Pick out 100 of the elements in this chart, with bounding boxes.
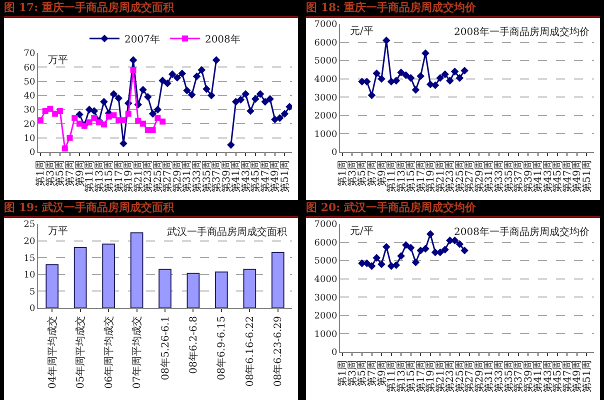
point — [251, 95, 260, 103]
point — [387, 262, 396, 270]
x-tick-label: 第45周 — [552, 160, 564, 193]
point — [236, 96, 245, 104]
point — [72, 115, 78, 122]
y-axis-title: 万平 — [48, 55, 68, 66]
point — [91, 115, 98, 122]
point — [446, 76, 454, 85]
x-tick-label: 第27周 — [162, 160, 174, 193]
point — [139, 86, 147, 94]
point — [202, 85, 210, 93]
x-tick-label: 第15周 — [103, 160, 116, 193]
point — [148, 110, 157, 118]
x-tick-label: 第25周 — [152, 160, 164, 193]
y-tick-label: 7000 — [314, 220, 338, 230]
point — [441, 70, 449, 78]
x-tick-label: 05年周平均成交 — [74, 316, 87, 389]
x-tick-label: 第25周 — [454, 160, 466, 193]
y-tick-label: 10 — [24, 270, 36, 281]
y-tick-label: 0 — [29, 304, 36, 314]
point — [460, 246, 468, 254]
point — [62, 145, 68, 152]
bar — [102, 244, 115, 308]
point — [212, 56, 220, 64]
x-tick-label: 第23周 — [444, 360, 456, 393]
x-tick-label: 第35周 — [200, 160, 213, 193]
x-tick-label: 第33周 — [191, 160, 203, 193]
point — [173, 74, 182, 82]
x-tick-label: 第31周 — [483, 160, 496, 193]
x-tick-label: 第7周 — [366, 160, 378, 186]
bar — [186, 272, 200, 308]
y-axis-title: 元/平 — [350, 26, 374, 37]
point — [402, 71, 410, 80]
x-tick-label: 第1周 — [336, 360, 349, 386]
point — [276, 114, 284, 122]
y-tick-label: 4000 — [314, 275, 338, 286]
x-tick-label: 第9周 — [376, 360, 388, 386]
y-tick-label: 30 — [24, 106, 36, 116]
x-tick-label: 第51周 — [278, 160, 291, 193]
point — [256, 90, 264, 98]
point — [406, 244, 415, 252]
x-tick-label: 第1周 — [34, 160, 47, 186]
point — [140, 120, 146, 127]
y-tick-label: 7000 — [314, 20, 338, 30]
y-tick-label: 0 — [331, 348, 338, 358]
point — [397, 68, 405, 76]
x-tick-label: 第3周 — [346, 360, 358, 386]
point — [76, 120, 83, 127]
legend-label: 2008年 — [204, 33, 240, 46]
x-tick-label: 第41周 — [532, 360, 544, 393]
point — [387, 78, 396, 86]
point — [85, 106, 94, 114]
x-tick-label: 08年6.2-6.8 — [187, 316, 200, 374]
point — [266, 95, 274, 103]
point — [100, 98, 108, 106]
x-tick-label: 第35周 — [502, 360, 515, 393]
point — [246, 107, 254, 115]
y-tick-label: 3000 — [314, 93, 338, 104]
y-tick-label: 3000 — [314, 293, 338, 304]
x-tick-label: 第43周 — [542, 160, 554, 193]
point — [154, 106, 162, 114]
x-tick-label: 第5周 — [356, 160, 368, 186]
point — [378, 74, 386, 83]
point — [47, 106, 54, 112]
x-tick-label: 04年周平均成交 — [46, 316, 58, 389]
y-tick-label: 0 — [29, 148, 36, 158]
point — [372, 254, 381, 262]
point — [135, 118, 142, 124]
chart-title: 图 19: 武汉一手商品房周成交面积 — [4, 200, 298, 218]
x-tick-label: 第45周 — [250, 160, 262, 193]
x-tick-label: 08年5.26-6.1 — [159, 316, 172, 380]
x-tick-label: 第29周 — [473, 360, 486, 393]
x-tick-label: 第3周 — [346, 160, 358, 186]
point — [422, 244, 430, 253]
point — [368, 262, 376, 270]
y-tick-label: 6000 — [314, 38, 338, 48]
point — [129, 56, 138, 64]
x-tick-label: 第33周 — [493, 360, 505, 393]
y-axis-title: 万平 — [48, 226, 68, 237]
point — [436, 74, 444, 82]
y-tick-label: 15 — [24, 254, 36, 264]
x-tick-label: 第7周 — [366, 360, 378, 386]
x-tick-label: 第23周 — [444, 160, 456, 193]
x-tick-label: 第27周 — [464, 360, 476, 393]
y-tick-label: 1000 — [314, 330, 338, 340]
x-tick-label: 第5周 — [356, 360, 368, 386]
point — [227, 141, 235, 149]
point — [120, 117, 126, 124]
x-tick-label: 第29周 — [473, 160, 486, 193]
x-tick-label: 第31周 — [483, 360, 496, 393]
point — [52, 110, 58, 117]
x-tick-label: 第19周 — [122, 160, 135, 193]
point — [154, 115, 161, 122]
x-tick-label: 第39周 — [220, 160, 232, 193]
y-tick-label: 10 — [24, 134, 36, 144]
chart-subtitle: 2008年一手商品房周成交均价 — [454, 26, 590, 38]
chart-title: 图 18: 重庆一手商品房周成交均价 — [306, 0, 600, 18]
x-tick-label: 第15周 — [405, 160, 418, 193]
x-tick-label: 第35周 — [502, 160, 515, 193]
y-tick-label: 60 — [24, 63, 36, 74]
